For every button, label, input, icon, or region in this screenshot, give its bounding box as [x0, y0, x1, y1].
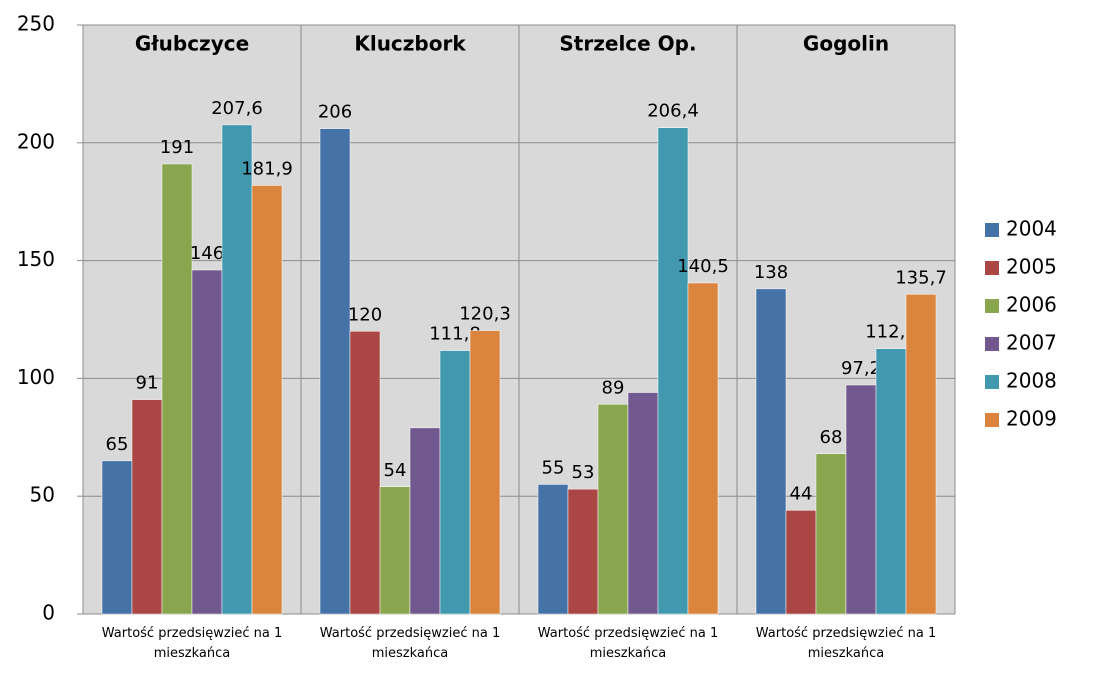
bar: [101, 460, 133, 615]
bar: [469, 330, 501, 615]
data-label: 112,6: [865, 322, 917, 343]
bar: [875, 348, 907, 615]
panel-title: Kluczbork: [354, 32, 466, 56]
panel-title: Gogolin: [803, 32, 889, 56]
y-tick-label: 100: [17, 365, 55, 389]
data-label: 53: [572, 462, 595, 483]
data-label: 68: [820, 427, 843, 448]
bar: [319, 128, 351, 615]
legend-swatch: [985, 413, 999, 427]
data-label: 120,3: [459, 304, 511, 325]
bar: [379, 486, 411, 615]
legend-label: 2007: [1006, 331, 1057, 355]
data-label: 138: [754, 262, 788, 283]
data-label: 146: [190, 243, 224, 264]
x-tick-label: Wartość przedsięwzieć na 1 mieszkańca: [755, 626, 937, 661]
bar: [537, 484, 569, 615]
y-tick-label: 50: [30, 483, 55, 507]
data-label: 44: [790, 483, 813, 504]
bar: [755, 288, 787, 615]
data-label: 65: [106, 434, 129, 455]
bar: [845, 384, 877, 615]
legend-label: 2005: [1006, 255, 1057, 279]
bar: [349, 331, 381, 615]
y-tick-label: 250: [17, 12, 55, 36]
bar: [627, 392, 659, 615]
legend-label: 2009: [1006, 407, 1057, 431]
data-label: 135,7: [895, 267, 947, 288]
bar: [905, 294, 937, 615]
legend-swatch: [985, 337, 999, 351]
legend-swatch: [985, 223, 999, 237]
bar: [221, 124, 253, 615]
legend-swatch: [985, 375, 999, 389]
data-label: 91: [136, 373, 159, 394]
bar: [409, 427, 441, 615]
legend-label: 2006: [1006, 293, 1057, 317]
data-label: 97,2: [841, 358, 881, 379]
bar: [131, 399, 163, 615]
data-label: 55: [542, 457, 565, 478]
x-tick-label: Wartość przedsięwzieć na 1 mieszkańca: [319, 626, 501, 661]
bar: [597, 404, 629, 615]
y-tick-label: 0: [42, 601, 55, 625]
legend-swatch: [985, 261, 999, 275]
data-label: 140,5: [677, 256, 729, 277]
panel-title: Głubczyce: [135, 32, 249, 56]
bar: [191, 269, 223, 615]
legend-label: 2008: [1006, 369, 1057, 393]
y-tick-label: 150: [17, 247, 55, 271]
x-tick-label: Wartość przedsięwzieć na 1 mieszkańca: [101, 626, 283, 661]
data-label: 206: [318, 102, 352, 123]
x-tick-label: Wartość przedsięwzieć na 1 mieszkańca: [537, 626, 719, 661]
data-label: 89: [602, 377, 625, 398]
data-label: 207,6: [211, 98, 263, 119]
data-label: 120: [348, 304, 382, 325]
data-label: 206,4: [647, 101, 699, 122]
bar: [567, 488, 599, 615]
bar: [815, 453, 847, 615]
data-label: 111,8: [429, 324, 481, 345]
legend-label: 2004: [1006, 217, 1057, 241]
data-label: 181,9: [241, 158, 293, 179]
bar: [161, 163, 193, 615]
bar: [657, 127, 689, 615]
data-label: 54: [384, 460, 407, 481]
data-label: 191: [160, 137, 194, 158]
bar: [439, 350, 471, 615]
panel-title: Strzelce Op.: [559, 32, 696, 56]
bar: [785, 510, 817, 615]
y-tick-label: 200: [17, 129, 55, 153]
bar: [687, 282, 719, 615]
bar: [251, 185, 283, 615]
legend-swatch: [985, 299, 999, 313]
